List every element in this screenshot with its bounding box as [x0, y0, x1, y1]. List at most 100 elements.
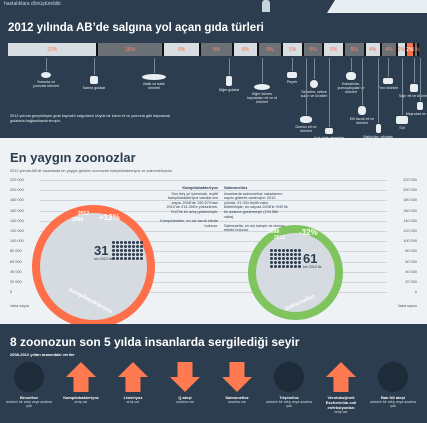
- dot: [132, 253, 135, 256]
- trend-name: Trişinelloz: [279, 395, 299, 400]
- food-label: Peynir: [286, 80, 298, 84]
- trend-name: Batı Nil ateşi: [380, 395, 405, 400]
- salmonella-big-label: bin 2012’de: [303, 265, 322, 269]
- axis-tick: 40 000: [405, 269, 417, 274]
- axis-right: 220 000 200 000 180 000 160 000 140 000 120 0…: [403, 178, 417, 300]
- food-icon: [300, 116, 312, 123]
- dot: [286, 253, 289, 256]
- dot: [140, 253, 143, 256]
- arrow-up-icon: [118, 362, 148, 392]
- food-item: Diğer kümes hayvanları eti ve et ürünler…: [246, 84, 278, 104]
- dot: [298, 265, 301, 268]
- share-segment: 16%: [98, 43, 165, 56]
- trend-name: Bruselloz: [19, 395, 38, 400]
- outbreaks-note: 2012 yılında gerçekleşen gıda kaynaklı s…: [10, 114, 170, 123]
- trend-item: Trişinelloz anlamlı bir artış veya azalma…: [266, 362, 312, 409]
- outbreaks-section: 2012 yılında AB’de salgına yol açan gıda…: [0, 14, 427, 143]
- food-icon: [375, 124, 381, 133]
- dot: [298, 261, 301, 264]
- salmonella-heading: Salmonelloz: [224, 185, 248, 190]
- gridline: [40, 241, 387, 243]
- food-connector: [292, 58, 293, 71]
- dot: [286, 249, 289, 252]
- food-icon: [142, 74, 166, 80]
- trend-desc: artış var: [334, 410, 348, 414]
- share-segment: 4%: [381, 43, 399, 56]
- campylo-year-2008: 2008: [72, 217, 84, 223]
- axis-tick: 160 000: [403, 208, 417, 213]
- dot: [140, 245, 143, 248]
- axis-tick: 20 000: [10, 279, 22, 284]
- dot: [128, 245, 131, 248]
- axis-tick: 200 000: [403, 188, 417, 193]
- food-item: Etli tavuk eti ve ürünleri: [346, 106, 378, 125]
- food-icon: [417, 102, 423, 110]
- dot: [278, 253, 281, 256]
- dot: [274, 249, 277, 252]
- dot: [120, 245, 123, 248]
- dot: [294, 249, 297, 252]
- dot: [128, 253, 131, 256]
- trend-name: Listeriyoz: [123, 395, 143, 400]
- dot: [294, 265, 297, 268]
- share-segment: 6%: [234, 43, 259, 56]
- salmonella-year-2012: 2012: [274, 235, 286, 241]
- axis-tick: 80 000: [10, 249, 22, 254]
- food-connector: [154, 58, 155, 73]
- salmonella-year-2008: 2008: [268, 229, 280, 235]
- dot: [136, 249, 139, 252]
- food-item: Süt: [386, 116, 418, 130]
- food-connector: [94, 58, 95, 75]
- circle-icon: [378, 362, 408, 392]
- food-label: Meşrubat ve sular: [405, 112, 427, 116]
- dot: [290, 249, 293, 252]
- campylo-body2: Kampilobakter, en sık tavuk etinde bulun…: [160, 219, 218, 228]
- dot: [128, 257, 131, 260]
- zoonoses-subtitle: 2012 yılında AB’de insanlarda en yaygın …: [10, 169, 173, 173]
- trend-desc: anlamlı bir artış veya azalma yok: [266, 400, 312, 409]
- dot: [120, 241, 123, 244]
- food-label: Sığır eti ve ürünleri: [398, 94, 427, 98]
- food-label: Fırın ürünleri: [377, 86, 399, 90]
- food-label: Karma gıdalar: [82, 86, 106, 90]
- dot: [124, 241, 127, 244]
- dot: [274, 261, 277, 264]
- dot: [290, 261, 293, 264]
- axis-title-right: Vaka sayısı: [397, 304, 417, 308]
- dot: [298, 257, 301, 260]
- food-connector: [262, 58, 263, 83]
- dot: [112, 253, 115, 256]
- salmonella-big-number: 61: [303, 251, 318, 266]
- circle-icon: [274, 362, 304, 392]
- dot: [290, 253, 293, 256]
- axis-tick: 180 000: [10, 198, 24, 203]
- axis-tick: 200 000: [10, 188, 24, 193]
- food-label: Süt: [399, 126, 405, 130]
- outbreak-share-bar: 22% 16% 9% 8% 6% 6% 5% 5% 5% 5% 4% 4% 2% 2% 1%: [8, 43, 420, 56]
- axis-tick: 180 000: [403, 198, 417, 203]
- dot: [112, 241, 115, 244]
- food-icon: [41, 72, 51, 78]
- food-item: Diğer gıdalar: [213, 76, 245, 92]
- axis-tick: 120 000: [403, 228, 417, 233]
- food-item: Kabuklular, yumuşakçalar ve ürünleri: [335, 72, 367, 94]
- dot: [290, 257, 293, 260]
- food-connector: [329, 58, 330, 127]
- share-segment: 5%: [324, 43, 345, 56]
- food-label: Balık ve balık ürünleri: [143, 82, 165, 90]
- trend-item: Kampilobakteriyoz artış var: [58, 362, 104, 404]
- person-icon: [262, 0, 270, 12]
- dot: [286, 257, 289, 260]
- gridline: [40, 231, 387, 232]
- food-item: Karma gıdalar: [78, 76, 110, 90]
- food-item: Sığır eti ve ürünleri: [398, 84, 427, 98]
- arrow-up-icon: [66, 362, 96, 392]
- food-label: Kabuklular, yumuşakçalar ve ürünleri: [337, 82, 365, 94]
- share-segment: 8%: [201, 43, 235, 56]
- dot: [132, 241, 135, 244]
- trend-desc: artış var: [74, 400, 88, 404]
- trend-item: Listeriyoz artış var: [110, 362, 156, 404]
- dot: [282, 253, 285, 256]
- food-icon: [346, 72, 356, 80]
- trend-item: Batı Nil ateşi anlamlı bir artış veya aza…: [370, 362, 416, 409]
